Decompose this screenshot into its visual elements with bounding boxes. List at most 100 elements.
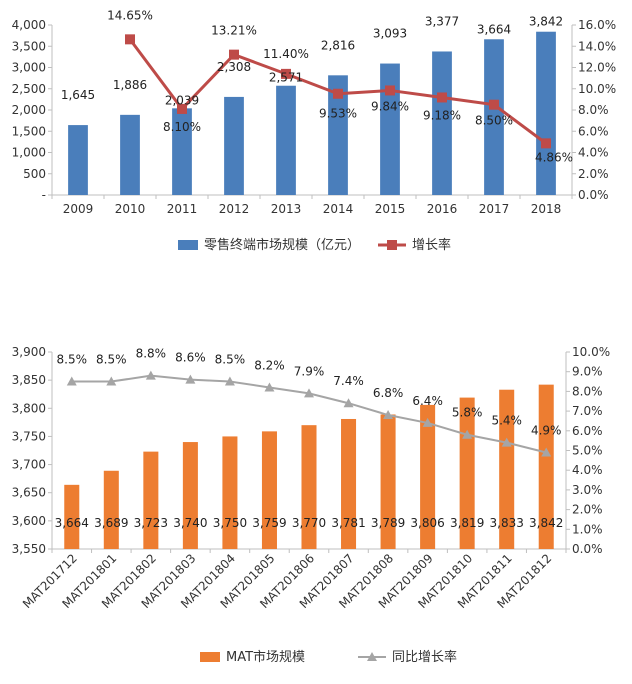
right-tick-label: 0.0% [578,188,609,202]
legend-bar-label: MAT市场规模 [226,649,305,665]
bar-value-label: 2,308 [217,60,251,74]
right-tick-label: 16.0% [578,18,616,32]
line-point [264,382,275,392]
right-tick-label: 0.0% [572,542,603,556]
line-point [385,85,395,96]
right-tick-label: 5.0% [572,444,603,458]
line-value-label: 4.9% [531,423,562,437]
line-point [177,103,187,114]
left-tick-label: 3,900 [12,345,46,359]
bar [499,389,515,549]
bar [261,431,277,549]
bar-value-label: 2,816 [321,38,355,52]
right-tick-label: 7.0% [572,404,603,418]
bar-value-label: 1,645 [61,88,95,102]
line-value-label: 9.53% [319,107,357,121]
line-value-label: 8.8% [136,347,167,361]
x-tick-label: 2012 [219,202,250,216]
x-tick-label: 2014 [323,202,354,216]
left-tick-label: 1,500 [12,124,46,138]
line-value-label: 14.65% [107,8,153,22]
bar-value-label: 2,571 [269,71,303,85]
line-point [541,447,552,457]
bar [182,442,198,549]
line-value-label: 6.4% [412,394,443,408]
right-tick-label: 10.0% [578,82,616,96]
legend-line-label: 增长率 [412,237,451,253]
right-tick-label: 14.0% [578,39,616,53]
bar [380,414,396,549]
bar-value-label: 3,806 [410,516,444,530]
bar-value-label: 3,664 [55,516,89,530]
line-value-label: 9.18% [423,108,461,122]
line-point [66,376,77,386]
legend-line-label: 同比增长率 [392,649,457,665]
line-point [281,68,291,79]
right-tick-label: 6.0% [572,424,603,438]
bar-value-label: 3,093 [373,27,407,41]
bar-value-label: 3,833 [490,516,524,530]
bar [64,484,80,549]
line-value-label: 9.84% [371,99,409,113]
line-point [462,429,473,439]
left-tick-label: 3,750 [12,429,46,443]
left-tick-label: 3,550 [12,542,46,556]
line-point [185,374,196,384]
bar [380,63,400,195]
bar [276,85,296,195]
left-tick-label: 2,500 [12,82,46,96]
bar [341,418,357,549]
legend-bar-label: 零售终端市场规模（亿元） [204,237,360,253]
line-value-label: 8.5% [57,353,88,367]
right-tick-label: 1.0% [572,522,603,536]
bar-value-label: 3,689 [94,516,128,530]
line-value-label: 13.21% [211,24,257,38]
bar [328,75,348,195]
line-value-label: 7.4% [333,374,364,388]
bar [103,470,119,549]
left-tick-label: 3,800 [12,401,46,415]
line-value-label: 5.4% [491,414,522,428]
x-tick-label: 2016 [427,202,458,216]
line-value-label: 8.5% [96,353,127,367]
x-tick-label: 2018 [531,202,562,216]
bar [432,51,452,195]
bar [301,425,317,549]
bar [538,384,554,549]
left-tick-label: 3,600 [12,514,46,528]
line-point [541,138,551,149]
left-tick-label: 3,000 [12,61,46,75]
line-value-label: 8.2% [254,358,285,372]
right-tick-label: 2.0% [578,167,609,181]
bar-value-label: 1,886 [113,78,147,92]
left-tick-label: 500 [23,167,46,181]
bar-value-label: 3,781 [331,516,365,530]
line-point [501,437,512,447]
line-value-label: 8.6% [175,351,206,365]
line-value-label: 6.8% [373,386,404,400]
bar [143,451,159,549]
right-tick-label: 4.0% [572,463,603,477]
line-point [437,92,447,103]
x-tick-label: 2010 [115,202,146,216]
bar-value-label: 3,750 [213,516,247,530]
mat-market-chart: 3,550 3,600 3,650 3,700 3,750 3,800 3,850 3,900… [12,345,610,665]
line-value-label: 11.40% [263,47,309,61]
line-point [383,410,394,420]
bar [68,125,88,195]
x-tick-label: 2015 [375,202,406,216]
bar-value-label: 3,819 [450,516,484,530]
right-tick-label: 6.0% [578,124,609,138]
left-tick-label: 3,850 [12,373,46,387]
line-point [422,417,433,427]
bar [222,436,238,549]
bar-value-label: 3,377 [425,14,459,28]
right-tick-label: 10.0% [572,345,610,359]
x-tick-label: 2011 [167,202,198,216]
right-tick-label: 4.0% [578,146,609,160]
line-value-label: 8.10% [163,120,201,134]
left-tick-label: 4,000 [12,18,46,32]
bar-value-label: 3,664 [477,22,511,36]
left-tick-label: 3,650 [12,486,46,500]
